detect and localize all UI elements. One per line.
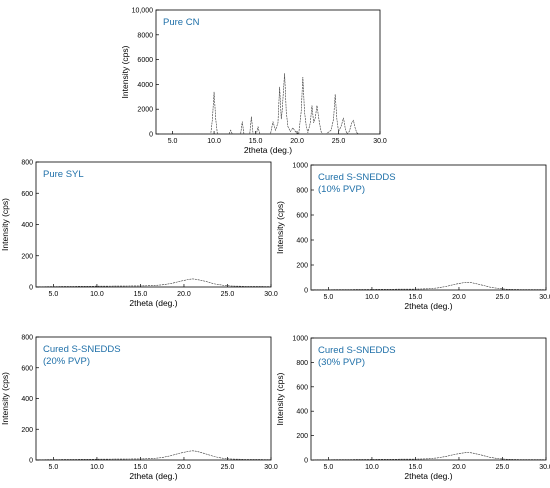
y-tick-label: 200 xyxy=(296,263,308,270)
y-tick-label: 4000 xyxy=(137,82,153,89)
y-tick-label: 600 xyxy=(296,384,308,391)
x-tick-label: 30.0 xyxy=(264,464,278,471)
xrd-panel-2: 5.0 10.0 15.0 20.0 25.0 30.0 0 200 400 600 800 2the… xyxy=(0,160,278,309)
x-tick-label: 15.0 xyxy=(409,464,423,471)
x-axis-label: 2theta (deg.) xyxy=(404,471,452,481)
plot-frame xyxy=(35,161,272,288)
y-tick-label: 200 xyxy=(296,433,308,440)
y-tick-label: 0 xyxy=(304,458,308,465)
y-axis-label: Intensity (cps) xyxy=(120,45,130,98)
diffraction-trace xyxy=(156,73,380,135)
panel-title: Cured S-SNEDDS xyxy=(43,344,121,355)
y-tick-label: 800 xyxy=(296,188,308,195)
x-tick-label: 20.0 xyxy=(452,294,466,301)
panel-title: (20% PVP) xyxy=(43,356,90,367)
xrd-panel-1: 5.0 10.0 15.0 20.0 25.0 30.0 0 2000 4000 6000 8000… xyxy=(120,8,387,156)
x-tick-label: 25.0 xyxy=(496,464,510,471)
x-tick-label: 10.0 xyxy=(207,138,221,145)
y-axis-label: Intensity (cps) xyxy=(275,201,285,254)
x-tick-label: 15.0 xyxy=(134,291,148,298)
y-tick-label: 200 xyxy=(21,427,33,434)
panel-title: (10% PVP) xyxy=(318,184,365,195)
y-tick-label: 0 xyxy=(29,285,33,292)
x-axis-label: 2theta (deg.) xyxy=(129,298,177,308)
x-axis-label: 2theta (deg.) xyxy=(404,301,452,311)
panel-title: Pure CN xyxy=(163,17,200,28)
y-tick-label: 800 xyxy=(21,160,33,167)
x-tick-label: 30.0 xyxy=(373,138,387,145)
x-tick-label: 25.0 xyxy=(221,464,235,471)
y-tick-label: 800 xyxy=(21,335,33,342)
x-tick-label: 15.0 xyxy=(134,464,148,471)
x-tick-label: 10.0 xyxy=(90,464,104,471)
diffraction-trace xyxy=(310,281,547,291)
plot-frame xyxy=(155,9,381,135)
x-tick-label: 20.0 xyxy=(452,464,466,471)
xrd-panel-4: 5.0 10.0 15.0 20.0 25.0 30.0 0 200 400 600 800 2the… xyxy=(0,335,278,482)
x-tick-label: 10.0 xyxy=(90,291,104,298)
x-tick-label: 30.0 xyxy=(539,294,550,301)
x-tick-label: 20.0 xyxy=(177,291,191,298)
y-tick-label: 600 xyxy=(21,191,33,198)
y-tick-label: 1000 xyxy=(292,163,308,170)
panel-title: Pure SYL xyxy=(43,169,84,180)
y-axis-label: Intensity (cps) xyxy=(0,372,10,425)
x-tick-label: 30.0 xyxy=(539,464,550,471)
y-tick-label: 0 xyxy=(29,458,33,465)
x-tick-label: 10.0 xyxy=(365,464,379,471)
y-tick-label: 0 xyxy=(304,288,308,295)
y-tick-label: 1000 xyxy=(292,336,308,343)
y-tick-label: 400 xyxy=(296,238,308,245)
diffraction-trace xyxy=(310,452,547,461)
plot-frame xyxy=(310,164,547,291)
y-tick-label: 10,000 xyxy=(132,8,154,15)
x-tick-label: 15.0 xyxy=(409,294,423,301)
y-axis-label: Intensity (cps) xyxy=(0,198,10,251)
x-tick-label: 20.0 xyxy=(177,464,191,471)
x-tick-label: 25.0 xyxy=(332,138,346,145)
x-axis-label: 2theta (deg.) xyxy=(244,145,292,155)
y-tick-label: 600 xyxy=(296,213,308,220)
y-tick-label: 2000 xyxy=(137,107,153,114)
diffraction-trace xyxy=(35,450,272,460)
x-tick-label: 5.0 xyxy=(324,464,334,471)
x-tick-label: 20.0 xyxy=(290,138,304,145)
x-tick-label: 10.0 xyxy=(365,294,379,301)
y-tick-label: 8000 xyxy=(137,32,153,39)
x-tick-label: 25.0 xyxy=(221,291,235,298)
x-tick-label: 25.0 xyxy=(496,294,510,301)
y-tick-label: 800 xyxy=(296,360,308,367)
y-tick-label: 400 xyxy=(21,396,33,403)
x-tick-label: 5.0 xyxy=(49,291,59,298)
x-tick-label: 30.0 xyxy=(264,291,278,298)
x-tick-label: 5.0 xyxy=(324,294,334,301)
xrd-panel-3: 5.0 10.0 15.0 20.0 25.0 30.0 0 200 400 600 800 1000… xyxy=(275,163,550,312)
plot-frame xyxy=(310,337,547,461)
diffraction-trace xyxy=(35,278,272,287)
x-tick-label: 5.0 xyxy=(49,464,59,471)
xrd-panel-5: 5.0 10.0 15.0 20.0 25.0 30.0 0 200 400 600 800 1000… xyxy=(275,336,550,482)
y-tick-label: 200 xyxy=(21,253,33,260)
y-axis-label: Intensity (cps) xyxy=(275,372,285,425)
y-tick-label: 600 xyxy=(21,365,33,372)
y-tick-label: 400 xyxy=(296,409,308,416)
x-tick-label: 15.0 xyxy=(249,138,263,145)
y-tick-label: 6000 xyxy=(137,57,153,64)
x-axis-label: 2theta (deg.) xyxy=(129,471,177,481)
panel-title: Cured S-SNEDDS xyxy=(318,172,396,183)
panel-title: Cured S-SNEDDS xyxy=(318,345,396,356)
y-tick-label: 400 xyxy=(21,222,33,229)
y-tick-label: 0 xyxy=(149,132,153,139)
x-tick-label: 5.0 xyxy=(168,138,178,145)
panel-title: (30% PVP) xyxy=(318,357,365,368)
